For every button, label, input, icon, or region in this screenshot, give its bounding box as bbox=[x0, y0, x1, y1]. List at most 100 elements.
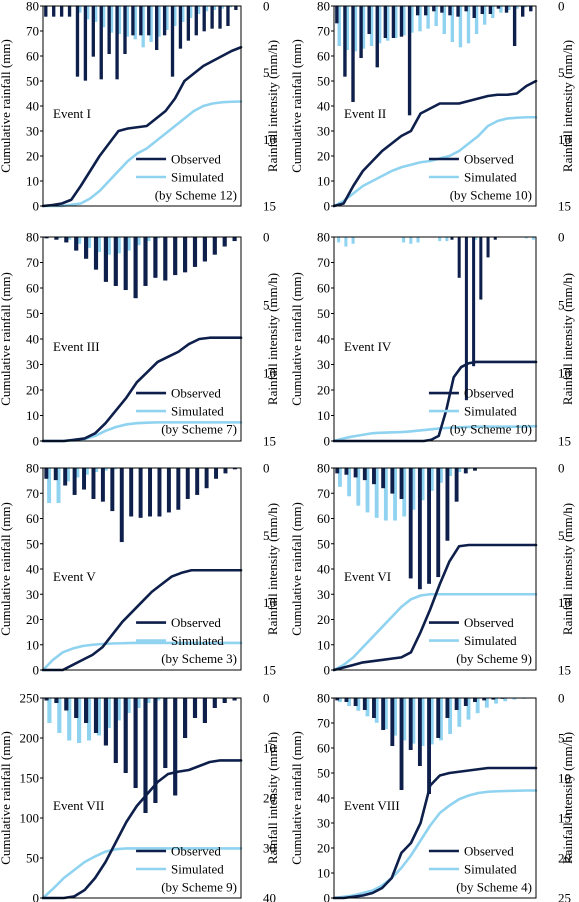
observed-intensity-bar bbox=[210, 6, 214, 29]
observed-intensity-bar bbox=[54, 698, 59, 703]
observed-intensity-bar bbox=[153, 237, 158, 278]
y2-tick-label: 10 bbox=[558, 132, 571, 147]
observed-intensity-bar bbox=[464, 237, 468, 401]
observed-intensity-bar bbox=[83, 6, 88, 81]
legend-scheme-note: (by Scheme 12) bbox=[155, 188, 237, 203]
legend-simulated-label: Simulated bbox=[171, 404, 224, 419]
y-tick-label: 50 bbox=[317, 306, 330, 321]
simulated-intensity-bar bbox=[458, 6, 463, 48]
observed-cumulative-line bbox=[332, 543, 538, 672]
chart-panel-3: 0 10 20 30 40 50 60 70 80 0 5 10 15 Cumulative rainfa… bbox=[0, 230, 280, 449]
simulated-intensity-bar bbox=[445, 237, 449, 242]
observed-intensity-bar bbox=[353, 698, 358, 706]
y-tick-label: 60 bbox=[317, 511, 330, 526]
simulated-intensity-bar bbox=[531, 237, 535, 240]
y2-axis-label: Rainfall intensity (mm/h) bbox=[560, 503, 575, 635]
y2-axis-label: Rainfall intensity (mm/h) bbox=[265, 503, 280, 635]
simulated-intensity-bar bbox=[475, 698, 480, 714]
y2-tick-label: 5 bbox=[558, 528, 565, 543]
y-tick-label: 80 bbox=[317, 0, 330, 14]
legend-simulated-label: Simulated bbox=[171, 633, 224, 648]
simulated-intensity-bar bbox=[141, 6, 145, 48]
legend-observed-label: Observed bbox=[171, 615, 221, 630]
simulated-intensity-bar bbox=[351, 237, 355, 244]
observed-intensity-bar bbox=[139, 6, 143, 36]
observed-intensity-bar bbox=[195, 468, 200, 495]
y-tick-label: 70 bbox=[317, 486, 330, 501]
observed-cumulative-line bbox=[332, 79, 538, 208]
y-tick-label: 60 bbox=[317, 741, 330, 756]
observed-intensity-bar bbox=[432, 6, 436, 12]
y-tick-label: 20 bbox=[317, 383, 330, 398]
observed-intensity-bar bbox=[91, 468, 96, 499]
y-tick-label: 0 bbox=[324, 199, 331, 214]
observed-intensity-bar bbox=[504, 6, 509, 13]
y2-tick-label: 0 bbox=[263, 691, 270, 706]
simulated-intensity-bar bbox=[393, 468, 397, 521]
y-tick-label: 20 bbox=[317, 841, 330, 856]
y2-tick-label: 15 bbox=[263, 199, 276, 214]
observed-intensity-bar bbox=[440, 6, 444, 13]
y-tick-label: 50 bbox=[26, 74, 39, 89]
observed-intensity-bar bbox=[110, 468, 115, 512]
simulated-intensity-bar bbox=[420, 698, 425, 746]
y-tick-label: 50 bbox=[26, 306, 39, 321]
event-label: Event III bbox=[53, 339, 100, 354]
simulated-intensity-bar bbox=[113, 468, 118, 470]
simulated-cumulative-line bbox=[332, 789, 538, 900]
simulated-intensity-bar bbox=[374, 468, 379, 518]
observed-intensity-bar bbox=[234, 6, 238, 10]
observed-intensity-bar bbox=[133, 698, 138, 788]
observed-intensity-bar bbox=[454, 468, 459, 502]
observed-intensity-bar bbox=[176, 468, 181, 510]
intensity-bars bbox=[44, 6, 238, 81]
intensity-bars bbox=[335, 468, 477, 590]
observed-intensity-bar bbox=[93, 237, 99, 270]
y2-tick-label: 5 bbox=[558, 65, 565, 80]
chart-panel-8: 0 10 20 30 40 50 60 70 80 0 5 10 15 20 25 Cumulative ra… bbox=[289, 691, 575, 902]
y2-tick-label: 10 bbox=[263, 132, 276, 147]
simulated-intensity-bar bbox=[512, 698, 517, 700]
simulated-intensity-bar bbox=[84, 468, 89, 475]
simulated-intensity-bar bbox=[402, 698, 407, 741]
y-tick-label: 20 bbox=[317, 149, 330, 164]
y2-tick-label: 5 bbox=[263, 65, 270, 80]
observed-intensity-bar bbox=[153, 698, 158, 803]
observed-intensity-bar bbox=[64, 237, 69, 243]
observed-intensity-bar bbox=[415, 6, 420, 16]
simulated-intensity-bar bbox=[402, 6, 406, 36]
simulated-cumulative-line bbox=[332, 424, 538, 443]
y2-tick-label: 5 bbox=[263, 528, 270, 543]
simulated-intensity-bar bbox=[369, 6, 374, 46]
y-tick-label: 50 bbox=[317, 536, 330, 551]
observed-intensity-bar bbox=[399, 698, 404, 790]
chart-panel-2: 0 10 20 30 40 50 60 70 80 0 5 10 15 Cumulative rainfa… bbox=[289, 0, 575, 214]
observed-intensity-bar bbox=[472, 6, 476, 18]
simulated-intensity-bar bbox=[157, 6, 161, 37]
y-tick-label: 70 bbox=[26, 24, 39, 39]
observed-intensity-bar bbox=[353, 468, 358, 478]
y-tick-label: 60 bbox=[26, 49, 39, 64]
y-tick-label: 0 bbox=[324, 663, 331, 678]
observed-intensity-bar bbox=[143, 237, 148, 286]
event-label: Event IV bbox=[344, 339, 392, 354]
y-tick-label: 10 bbox=[317, 408, 330, 423]
simulated-intensity-bar bbox=[204, 6, 209, 12]
intensity-bars bbox=[335, 698, 526, 794]
event-label: Event VIII bbox=[344, 798, 400, 813]
simulated-intensity-bar bbox=[125, 6, 129, 37]
y-tick-label: 10 bbox=[317, 637, 330, 652]
observed-intensity-bar bbox=[143, 698, 148, 813]
observed-intensity-bar bbox=[335, 698, 340, 701]
simulated-intensity-bar bbox=[165, 6, 169, 30]
simulated-intensity-bar bbox=[374, 698, 379, 723]
y-axis-label: Cumulative rainfall (mm) bbox=[289, 731, 304, 865]
observed-intensity-bar bbox=[129, 468, 134, 517]
legend-simulated-label: Simulated bbox=[171, 170, 224, 185]
y-tick-label: 0 bbox=[33, 199, 40, 214]
legend-simulated-label: Simulated bbox=[464, 404, 517, 419]
observed-intensity-bar bbox=[407, 6, 412, 116]
observed-cumulative-line bbox=[41, 759, 243, 900]
simulated-intensity-bar bbox=[507, 6, 511, 10]
event-label: Event V bbox=[53, 569, 96, 584]
